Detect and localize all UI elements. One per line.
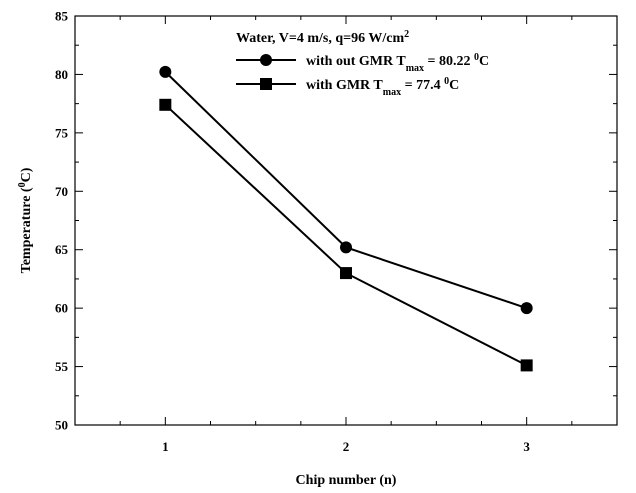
legend-item-with-gmr: with GMR Tmax = 77.4 0C <box>236 76 459 98</box>
y-tick-label: 65 <box>55 242 69 257</box>
data-point-0 <box>340 241 352 254</box>
legend-label-0-sub: max <box>406 63 424 74</box>
data-point-0 <box>520 302 533 315</box>
legend-label-0-mid: = 80.22 <box>424 54 474 69</box>
x-tick-label: 1 <box>162 439 169 454</box>
legend-header: Water, V=4 m/s, q=96 W/cm2 <box>236 29 409 47</box>
legend-marker-circle <box>260 54 272 66</box>
legend-label-1-pre: with GMR T <box>306 78 383 93</box>
legend-label-1-post: C <box>449 78 459 93</box>
x-tick-label: 2 <box>343 439 350 454</box>
series-layer <box>159 65 533 372</box>
data-point-1 <box>520 359 533 372</box>
legend-label-0-post: C <box>479 54 489 69</box>
legend-marker-square <box>260 78 272 90</box>
legend-label-0-sup: 0 <box>474 52 479 63</box>
y-tick-label: 50 <box>55 418 68 433</box>
legend-header-sup: 2 <box>404 29 409 40</box>
data-point-0 <box>159 65 172 78</box>
legend-label-0-pre: with out GMR T <box>306 54 406 69</box>
legend-item-without-gmr: with out GMR Tmax = 80.22 0C <box>236 52 489 74</box>
y-tick-label: 80 <box>55 67 68 82</box>
series-line-1 <box>164 104 528 367</box>
y-tick-label: 75 <box>55 125 69 140</box>
axis-tick-labels: 50 55 60 65 70 75 80 85 1 2 3 <box>55 9 530 455</box>
x-tick-label: 3 <box>523 439 530 454</box>
legend-label-without-gmr: with out GMR Tmax = 80.22 0C <box>306 52 489 74</box>
y-axis-title-sup: 0 <box>17 182 28 187</box>
legend: Water, V=4 m/s, q=96 W/cm2 with out GMR … <box>236 29 489 98</box>
y-tick-label: 55 <box>55 359 69 374</box>
axis-ticks <box>74 15 618 426</box>
legend-header-main: Water, V=4 m/s, q=96 W/cm <box>236 31 404 46</box>
y-tick-label: 70 <box>55 184 68 199</box>
y-axis-title-end: C) <box>19 167 34 182</box>
y-tick-label: 60 <box>55 301 68 316</box>
data-point-1 <box>340 267 352 280</box>
data-point-1 <box>159 98 172 111</box>
y-axis-title-main: Temperature ( <box>19 187 34 273</box>
y-axis-title: Temperature (0C) <box>17 167 35 273</box>
y-tick-label: 85 <box>55 9 69 24</box>
legend-label-1-mid: = 77.4 <box>401 78 444 93</box>
legend-label-with-gmr: with GMR Tmax = 77.4 0C <box>306 76 459 98</box>
x-axis-title: Chip number (n) <box>296 473 397 488</box>
legend-label-1-sup: 0 <box>444 76 449 87</box>
legend-label-1-sub: max <box>383 87 401 98</box>
